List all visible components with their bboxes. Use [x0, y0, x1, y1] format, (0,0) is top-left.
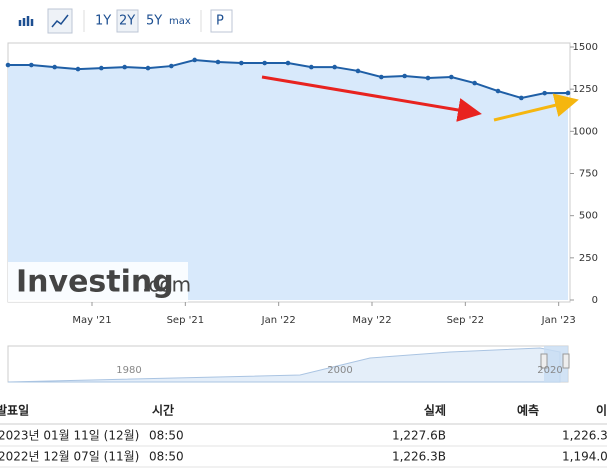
table-cell: 2022년 12월 07일 (11월) — [0, 450, 139, 464]
y-tick-label: 750 — [579, 169, 598, 180]
navigator-label: 1980 — [116, 365, 141, 376]
point — [29, 62, 34, 68]
table-header: 예측 — [517, 403, 539, 418]
point — [75, 66, 81, 72]
point — [122, 64, 127, 70]
table-cell: 2023년 01월 11일 (12월) — [0, 429, 139, 443]
y-tick-label: 1250 — [573, 84, 598, 95]
point — [495, 88, 501, 94]
navigator — [7, 345, 570, 383]
point — [355, 68, 361, 74]
y-tick-label: 500 — [579, 211, 598, 222]
point — [5, 62, 11, 68]
x-tick-label: Jan '22 — [261, 315, 296, 326]
table-cell: 08:50 — [149, 450, 184, 464]
point — [519, 95, 524, 101]
x-tick-label: May '22 — [352, 315, 391, 326]
navigator-handle[interactable] — [562, 353, 570, 369]
y-tick-label: 250 — [579, 253, 598, 264]
range-button[interactable]: max — [169, 16, 191, 27]
point — [542, 90, 547, 96]
active-range — [116, 9, 139, 33]
x-tick-label: Sep '22 — [447, 315, 485, 326]
navigator-label: 2020 — [537, 365, 562, 376]
point — [192, 57, 197, 63]
table-cell: 08:50 — [149, 429, 184, 443]
table-header: 시간 — [152, 403, 174, 418]
point — [99, 65, 104, 71]
range-button[interactable]: P — [216, 14, 224, 29]
x-tick-label: May '21 — [72, 315, 111, 326]
point — [262, 60, 267, 66]
watermark-suffix: .com — [142, 273, 191, 297]
red-arrow — [261, 75, 482, 122]
y-tick-label: 1000 — [573, 126, 598, 137]
range-button[interactable]: 2Y — [119, 14, 135, 29]
range-button[interactable]: 1Y — [95, 14, 111, 29]
navigator-label: 2000 — [327, 365, 352, 376]
range-button[interactable]: 5Y — [146, 14, 162, 29]
point — [52, 64, 57, 70]
line-icon[interactable] — [47, 8, 73, 34]
y-tick-label: 0 — [592, 295, 598, 306]
point — [239, 60, 244, 66]
table-cell: 1,226.3B — [562, 429, 607, 443]
point — [565, 90, 571, 96]
point — [285, 60, 291, 66]
x-tick-label: Jan '23 — [541, 315, 576, 326]
y-tick-label: 1500 — [573, 42, 598, 53]
line-icon-glyph — [51, 14, 69, 28]
toolbar — [16, 8, 233, 34]
point — [472, 80, 477, 86]
table-cell: 1,194.0B — [562, 450, 607, 464]
area — [8, 59, 568, 300]
point — [332, 64, 337, 70]
x-tick-label: Sep '21 — [167, 315, 205, 326]
table-header: 발표일 — [0, 403, 29, 418]
point — [379, 74, 384, 80]
watermark-bg — [8, 262, 188, 302]
navigator-handle[interactable] — [540, 353, 548, 369]
point — [402, 73, 407, 79]
point — [169, 63, 174, 69]
p-button-frame — [210, 9, 233, 33]
table-header: 실제 — [424, 403, 446, 418]
point — [215, 59, 221, 65]
watermark-brand: Investing — [16, 265, 174, 300]
point — [145, 65, 151, 71]
table-cell: 1,226.3B — [392, 450, 446, 464]
table-cell: 1,227.6B — [392, 429, 446, 443]
point — [425, 75, 431, 81]
table-header: 이전 — [596, 403, 607, 418]
plot — [5, 57, 571, 300]
point — [449, 74, 454, 80]
point — [309, 64, 314, 70]
yellow-arrow — [493, 93, 579, 122]
bar-icon-glyph — [18, 16, 34, 26]
